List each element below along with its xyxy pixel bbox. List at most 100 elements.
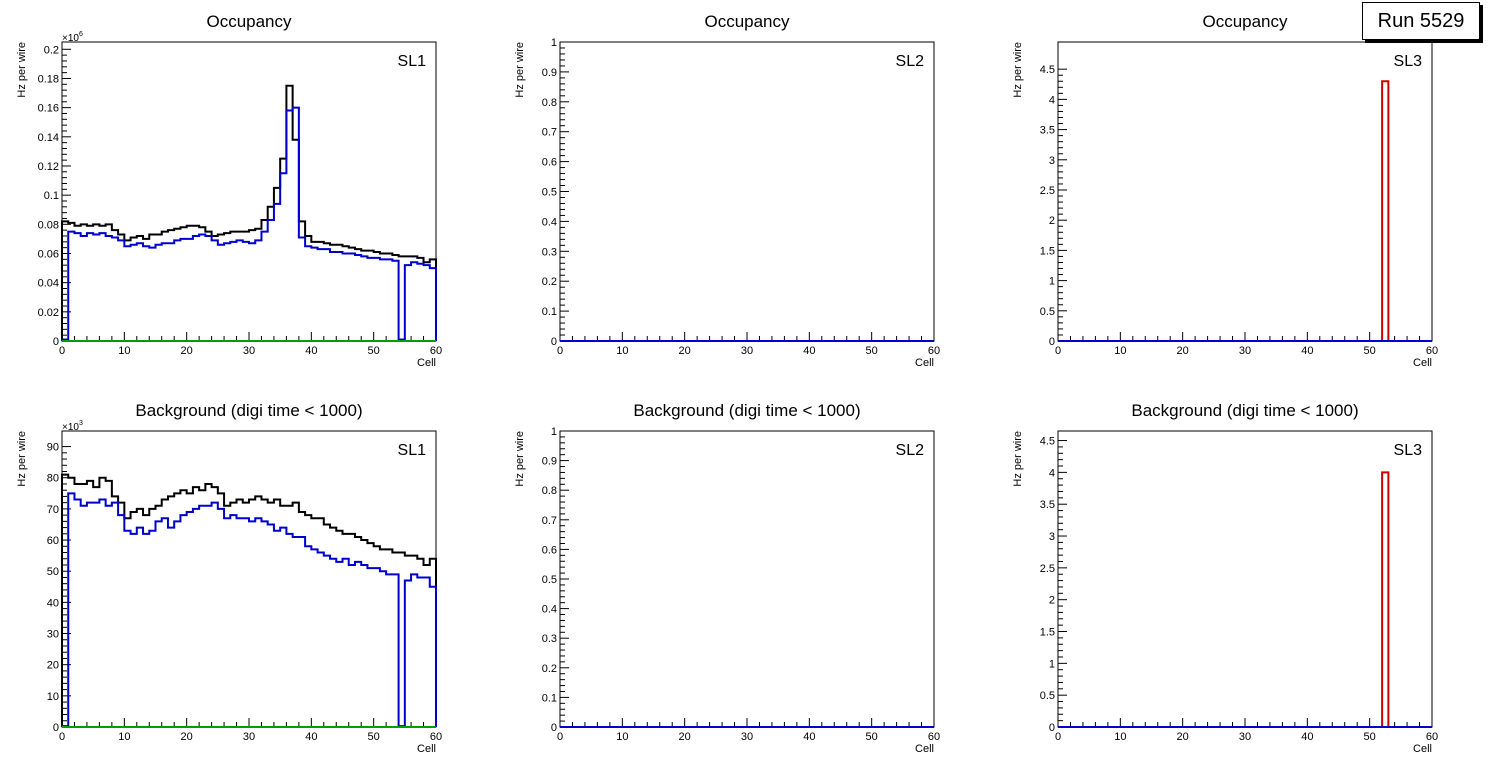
x-tick-label: 50: [1364, 345, 1376, 357]
x-tick-label: 50: [866, 345, 878, 357]
series-noisy: [1058, 80, 1432, 342]
y-tick-label: 4: [1049, 467, 1055, 479]
x-tick-label: 60: [1426, 345, 1438, 357]
x-tick-label: 30: [741, 345, 753, 357]
x-tick-label: 50: [368, 345, 380, 357]
plot-frame: [559, 430, 935, 728]
y-axis-label: Hz per wire: [16, 42, 28, 98]
x-tick-label: 20: [181, 345, 193, 357]
y-axis-label: Hz per wire: [16, 431, 28, 487]
y-tick-label: 0.2: [542, 276, 557, 288]
x-tick-label: 60: [1426, 731, 1438, 743]
run-number-label: Run 5529: [1362, 2, 1480, 40]
series-total: [61, 473, 437, 727]
panel-label: SL1: [398, 53, 427, 70]
x-tick-label: 40: [1301, 345, 1313, 357]
y-tick-label: 2.5: [1040, 563, 1055, 575]
y-tick-label: 0: [1049, 722, 1055, 734]
y-tick-label: 90: [47, 442, 59, 454]
x-tick-label: 0: [59, 731, 65, 743]
panel-label: SL3: [1394, 442, 1423, 459]
y-tick-label: 0.7: [542, 515, 557, 527]
x-tick-label: 50: [866, 731, 878, 743]
x-tick-label: 20: [1177, 345, 1189, 357]
y-tick-label: 0.1: [44, 190, 59, 202]
y-tick-label: 0: [53, 722, 59, 734]
y-tick-label: 1.5: [1040, 245, 1055, 257]
x-tick-label: 10: [118, 731, 130, 743]
x-tick-label: 10: [1114, 731, 1126, 743]
x-tick-label: 40: [803, 345, 815, 357]
chart-title: Background (digi time < 1000): [135, 401, 362, 420]
chart-title: Background (digi time < 1000): [633, 401, 860, 420]
y-tick-label: 20: [47, 660, 59, 672]
chart-title: Occupancy: [206, 12, 292, 31]
y-tick-label: 0.18: [38, 73, 59, 85]
plot-frame: [1057, 41, 1433, 342]
x-tick-label: 30: [243, 731, 255, 743]
x-axis-label: Cell: [915, 357, 934, 369]
x-tick-label: 10: [616, 345, 628, 357]
x-tick-label: 30: [243, 345, 255, 357]
x-tick-label: 0: [1055, 345, 1061, 357]
y-tick-label: 0.3: [542, 633, 557, 645]
panel-label: SL1: [398, 442, 427, 459]
panel-label: SL2: [896, 442, 925, 459]
y-tick-label: 0.5: [1040, 690, 1055, 702]
x-tick-label: 50: [368, 731, 380, 743]
y-tick-label: 1: [1049, 658, 1055, 670]
y-tick-label: 0.02: [38, 307, 59, 319]
x-tick-label: 0: [557, 731, 563, 743]
y-tick-label: 3: [1049, 155, 1055, 167]
plot-frame: [61, 41, 437, 342]
y-tick-label: 0.12: [38, 161, 59, 173]
x-tick-label: 10: [118, 345, 130, 357]
y-tick-label: 2.5: [1040, 185, 1055, 197]
x-tick-label: 60: [430, 731, 442, 743]
y-tick-label: 0.3: [542, 246, 557, 258]
y-tick-label: 1: [1049, 276, 1055, 288]
x-tick-label: 60: [928, 345, 940, 357]
y-tick-label: 0.1: [542, 692, 557, 704]
y-tick-label: 3.5: [1040, 499, 1055, 511]
chart-panel-6: Background (digi time < 1000) 0 0.5 1 1.5 2 2.…: [1012, 401, 1438, 755]
y-axis-label: Hz per wire: [1012, 431, 1024, 487]
y-tick-label: 0.2: [44, 44, 59, 56]
x-axis-label: Cell: [1413, 743, 1432, 755]
x-axis-label: Cell: [417, 357, 436, 369]
y-tick-label: 0.06: [38, 248, 59, 260]
y-tick-label: 1.5: [1040, 627, 1055, 639]
y-tick-label: 0: [1049, 336, 1055, 348]
x-tick-label: 20: [679, 345, 691, 357]
y-tick-label: 0: [53, 336, 59, 348]
series-good: [61, 492, 437, 728]
series-noisy: [1058, 471, 1432, 728]
y-tick-label: 4: [1049, 94, 1055, 106]
y-tick-label: 70: [47, 504, 59, 516]
x-tick-label: 10: [1114, 345, 1126, 357]
y-tick-label: 0.5: [542, 574, 557, 586]
x-tick-label: 60: [928, 731, 940, 743]
x-tick-label: 40: [305, 345, 317, 357]
plot-frame: [559, 41, 935, 342]
chart-title: Background (digi time < 1000): [1131, 401, 1358, 420]
y-axis-label: Hz per wire: [1012, 42, 1024, 98]
y-tick-label: 2: [1049, 595, 1055, 607]
x-tick-label: 20: [1177, 731, 1189, 743]
x-axis-label: Cell: [1413, 357, 1432, 369]
y-tick-label: 0.1: [542, 306, 557, 318]
y-tick-label: 1: [551, 37, 557, 49]
y-tick-label: 10: [47, 691, 59, 703]
x-tick-label: 0: [59, 345, 65, 357]
y-tick-label: 3: [1049, 531, 1055, 543]
y-tick-label: 0.8: [542, 97, 557, 109]
chart-panel-5: Background (digi time < 1000) 0 0.1 0.2 0.3 0…: [514, 401, 940, 755]
panel-label: SL3: [1394, 53, 1423, 70]
y-tick-label: 50: [47, 566, 59, 578]
y-tick-label: 0.5: [542, 187, 557, 199]
y-axis-label: Hz per wire: [514, 431, 526, 487]
x-tick-label: 50: [1364, 731, 1376, 743]
y-tick-label: 0.9: [542, 67, 557, 79]
y-tick-label: 0.2: [542, 663, 557, 675]
